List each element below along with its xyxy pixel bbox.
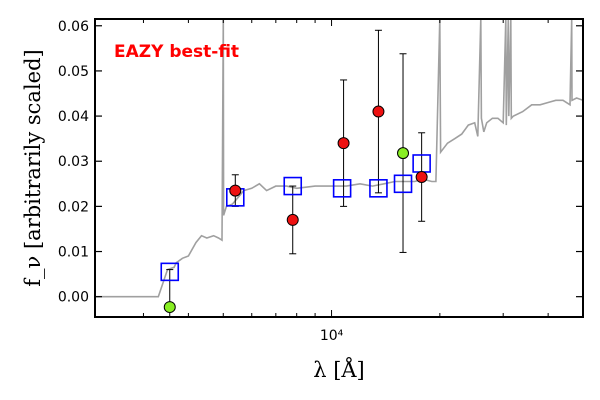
template-spectrum-line [95, 19, 583, 298]
plot-frame [94, 18, 584, 318]
x-axis-title: λ [Å] [313, 357, 365, 382]
y-tick-label-0: 0.00 [58, 290, 89, 306]
observed-point-2 [286, 213, 299, 226]
x-tick-label-0: 10⁴ [320, 328, 344, 344]
y-tick-label-2: 0.02 [58, 199, 89, 215]
y-axis-title: f_ν [arbitrarily scaled] [21, 49, 45, 286]
observed-point-5 [397, 147, 410, 160]
model-photometry-box-0 [160, 262, 180, 282]
model-photometry-box-2 [283, 176, 303, 196]
y-tick-label-3: 0.03 [58, 154, 89, 170]
y-tick-label-5: 0.05 [58, 64, 89, 80]
model-photometry-box-5 [393, 174, 413, 194]
observed-point-4 [372, 105, 385, 118]
annotation-label: EAZY best-fit [114, 42, 239, 62]
tick-layer: 0.00 0.01 0.02 0.03 0.04 0.05 0.06 10⁴ [58, 19, 584, 344]
model-photometry-box-3 [332, 179, 352, 198]
y-tick-label-6: 0.06 [58, 19, 89, 35]
observed-point-1 [229, 184, 242, 197]
observed-point-0 [163, 301, 176, 314]
model-photometry-box-4 [369, 179, 388, 198]
template-spectrum-layer [95, 19, 583, 298]
observed-point-6 [415, 171, 428, 184]
observed-photometry-layer [163, 105, 428, 314]
y-tick-label-1: 0.01 [58, 245, 89, 261]
observed-point-3 [337, 137, 350, 150]
y-tick-label-4: 0.04 [58, 109, 89, 125]
